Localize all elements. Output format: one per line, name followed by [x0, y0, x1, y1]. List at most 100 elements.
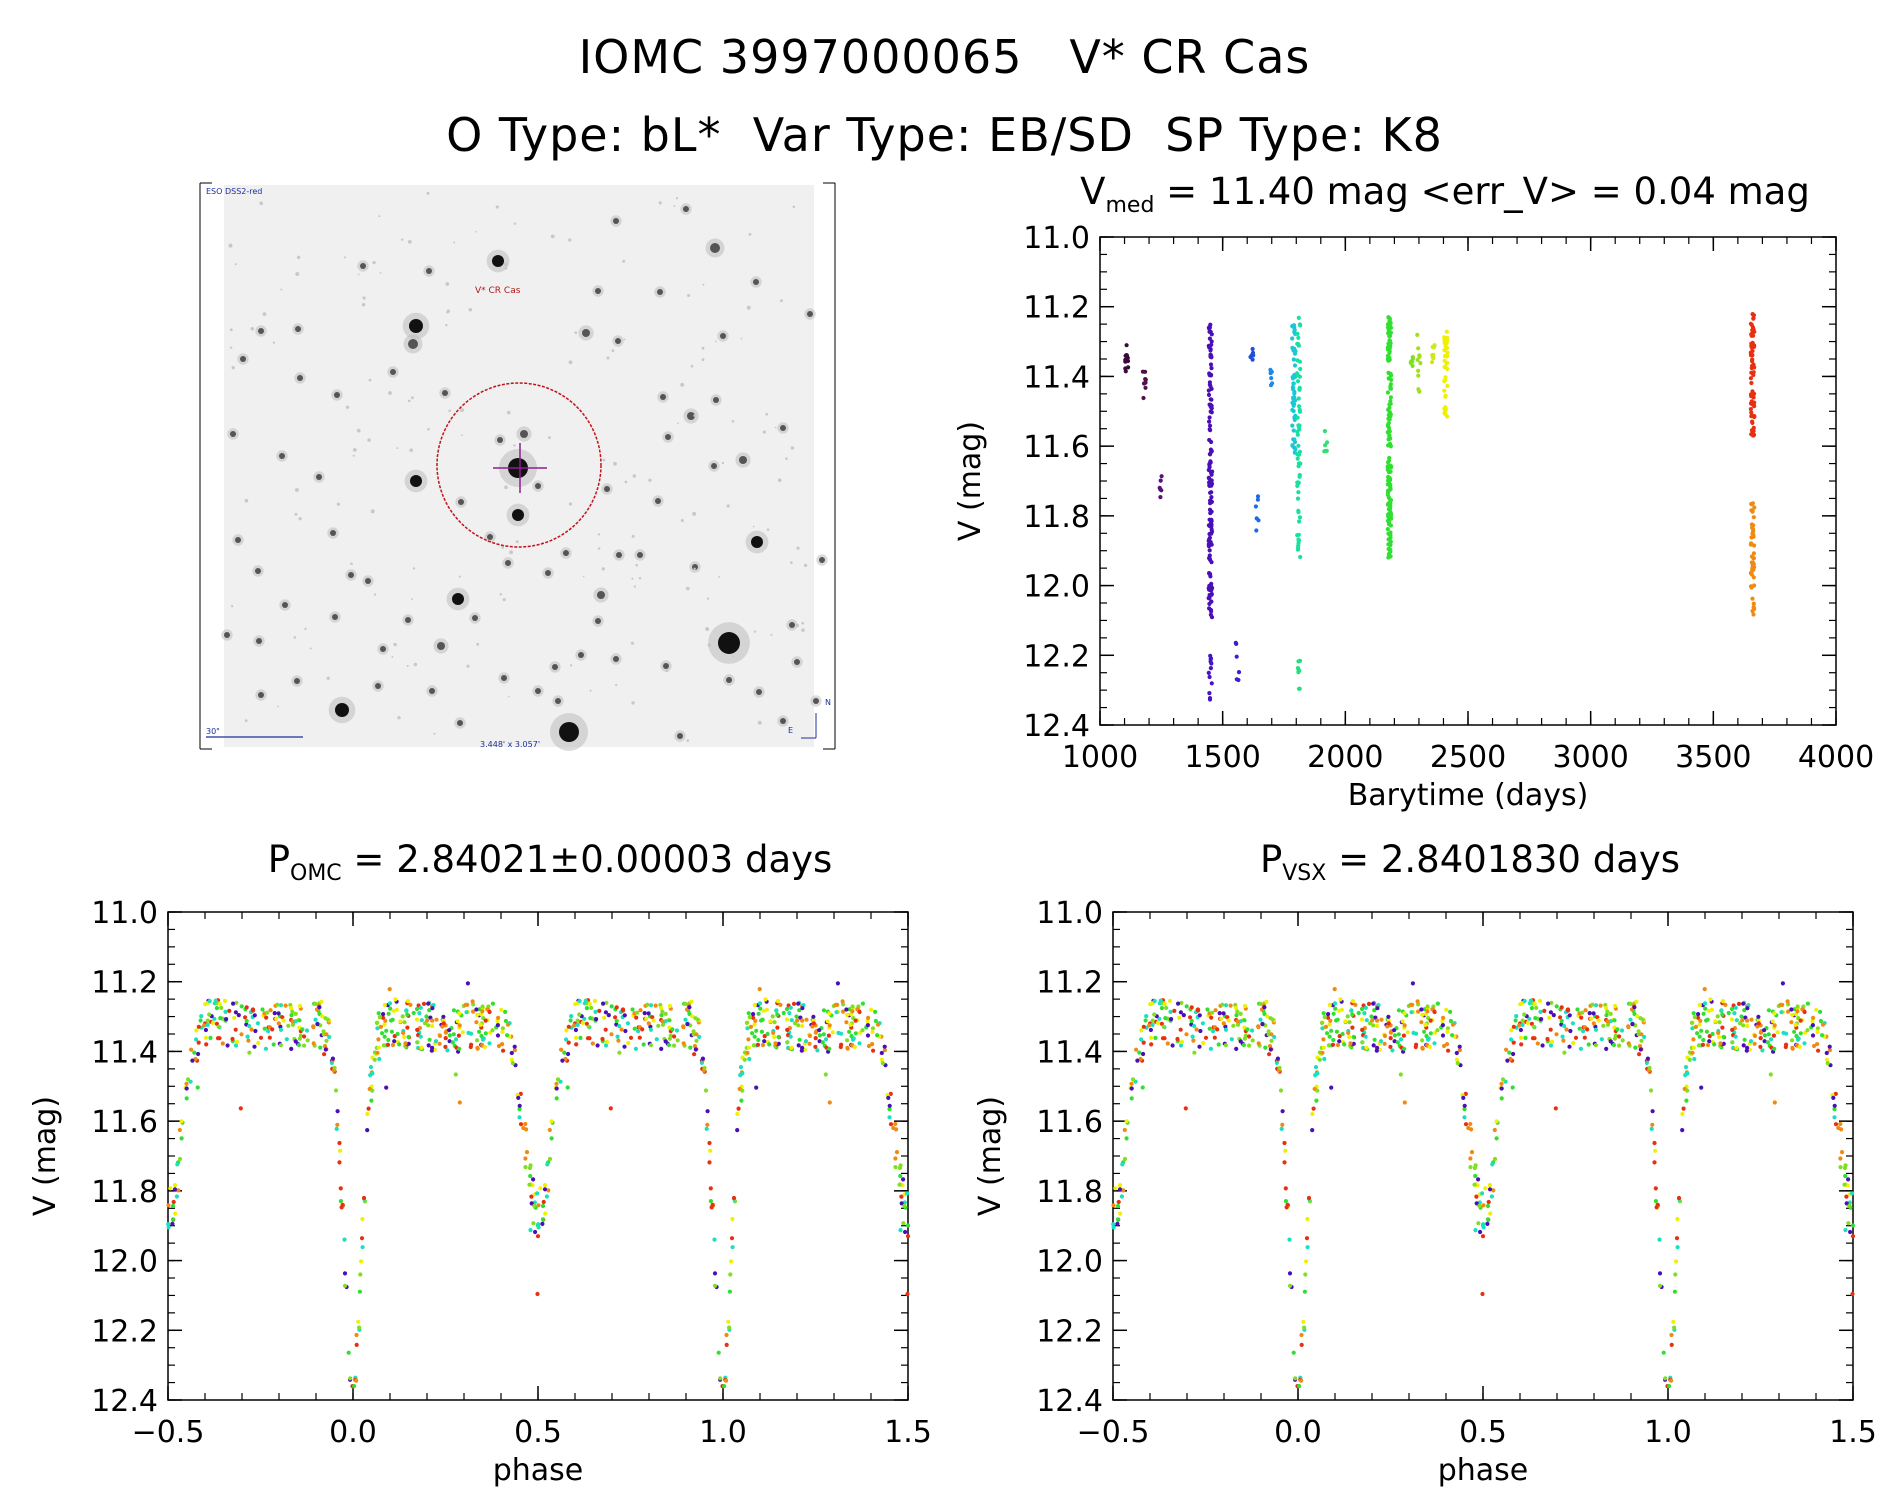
star	[408, 339, 418, 349]
data-point	[1444, 1007, 1449, 1012]
data-point	[1680, 1128, 1685, 1133]
background-speck	[740, 337, 743, 340]
data-point	[1325, 1031, 1330, 1036]
data-point	[1712, 1042, 1717, 1047]
data-point	[1124, 343, 1129, 348]
data-point	[1386, 370, 1391, 375]
background-speck	[658, 201, 662, 205]
data-point	[1313, 1073, 1318, 1078]
background-speck	[705, 627, 710, 631]
data-point	[898, 1228, 903, 1233]
background-speck	[597, 533, 601, 536]
data-point	[370, 1088, 375, 1093]
data-point	[455, 1019, 460, 1024]
data-point	[1159, 474, 1164, 479]
data-point	[1691, 1011, 1696, 1016]
data-point	[1690, 1050, 1695, 1055]
background-speck	[379, 272, 382, 274]
data-point	[603, 1043, 609, 1048]
data-point	[1492, 1127, 1497, 1133]
background-speck	[448, 409, 451, 413]
data-point	[1415, 357, 1420, 362]
data-point	[1701, 1011, 1706, 1016]
data-point	[603, 1027, 608, 1032]
data-point	[1179, 1000, 1184, 1005]
data-point	[447, 1033, 452, 1038]
star	[613, 656, 619, 662]
y-tick-label: 11.6	[91, 1105, 158, 1140]
data-point	[317, 1005, 322, 1010]
data-point	[1207, 415, 1212, 420]
data-point	[427, 1037, 432, 1042]
data-point	[450, 1040, 455, 1045]
data-point	[650, 1015, 655, 1020]
data-point	[225, 1043, 230, 1048]
data-point	[681, 1024, 686, 1029]
data-point	[1500, 1077, 1506, 1082]
data-point	[1833, 1122, 1839, 1127]
data-point	[903, 1229, 908, 1235]
background-speck	[693, 567, 696, 570]
data-point	[402, 1034, 407, 1040]
background-speck	[582, 575, 585, 578]
star	[687, 412, 695, 420]
data-point	[1219, 1016, 1224, 1021]
data-point	[204, 1042, 209, 1047]
data-point	[791, 1001, 797, 1006]
star	[282, 602, 288, 608]
data-point	[1513, 1018, 1518, 1023]
background-speck	[388, 391, 392, 395]
background-speck	[721, 461, 725, 465]
data-point	[252, 1044, 257, 1049]
data-point	[1832, 1103, 1837, 1108]
data-point	[744, 1020, 750, 1025]
data-point	[540, 1221, 545, 1226]
data-point	[1360, 1027, 1365, 1032]
background-speck	[701, 346, 705, 350]
data-point	[1231, 1023, 1236, 1028]
data-point	[368, 1073, 373, 1078]
data-point	[1505, 1058, 1510, 1063]
data-point	[1542, 1008, 1547, 1013]
data-point	[1388, 1044, 1393, 1049]
data-point	[787, 1011, 792, 1016]
data-point	[784, 1006, 790, 1012]
background-speck	[631, 701, 635, 705]
background-speck	[602, 458, 606, 462]
data-point	[419, 1045, 424, 1050]
data-point	[1290, 423, 1295, 428]
data-point	[404, 1008, 409, 1013]
data-point	[1846, 1177, 1851, 1182]
data-point	[1296, 335, 1301, 340]
data-point	[1301, 1319, 1306, 1324]
data-point	[1242, 1003, 1248, 1009]
star	[555, 698, 561, 704]
data-point	[1766, 1032, 1771, 1037]
data-point	[1751, 333, 1756, 338]
background-speck	[502, 598, 506, 602]
data-point	[1551, 1013, 1556, 1018]
data-point	[415, 1027, 420, 1032]
y-tick-label: 11.6	[1036, 1105, 1103, 1140]
data-point	[1605, 1022, 1611, 1027]
data-point	[559, 1047, 564, 1052]
data-point	[1387, 497, 1392, 502]
data-point	[575, 1018, 580, 1023]
data-point	[252, 1013, 257, 1018]
data-point	[1637, 1044, 1643, 1049]
data-point	[418, 1005, 423, 1010]
data-point	[1247, 1034, 1252, 1039]
data-point	[1675, 1216, 1680, 1222]
data-point	[388, 1006, 393, 1011]
data-point	[1217, 1011, 1222, 1016]
data-point	[1720, 999, 1726, 1004]
data-point	[712, 1237, 717, 1242]
data-point	[1292, 415, 1297, 420]
data-point	[1784, 1042, 1789, 1047]
data-point	[1427, 1044, 1432, 1049]
data-point	[1416, 346, 1421, 351]
data-point	[811, 1021, 816, 1026]
data-point	[1375, 1018, 1380, 1023]
data-point	[1537, 998, 1543, 1003]
background-speck	[795, 623, 800, 628]
